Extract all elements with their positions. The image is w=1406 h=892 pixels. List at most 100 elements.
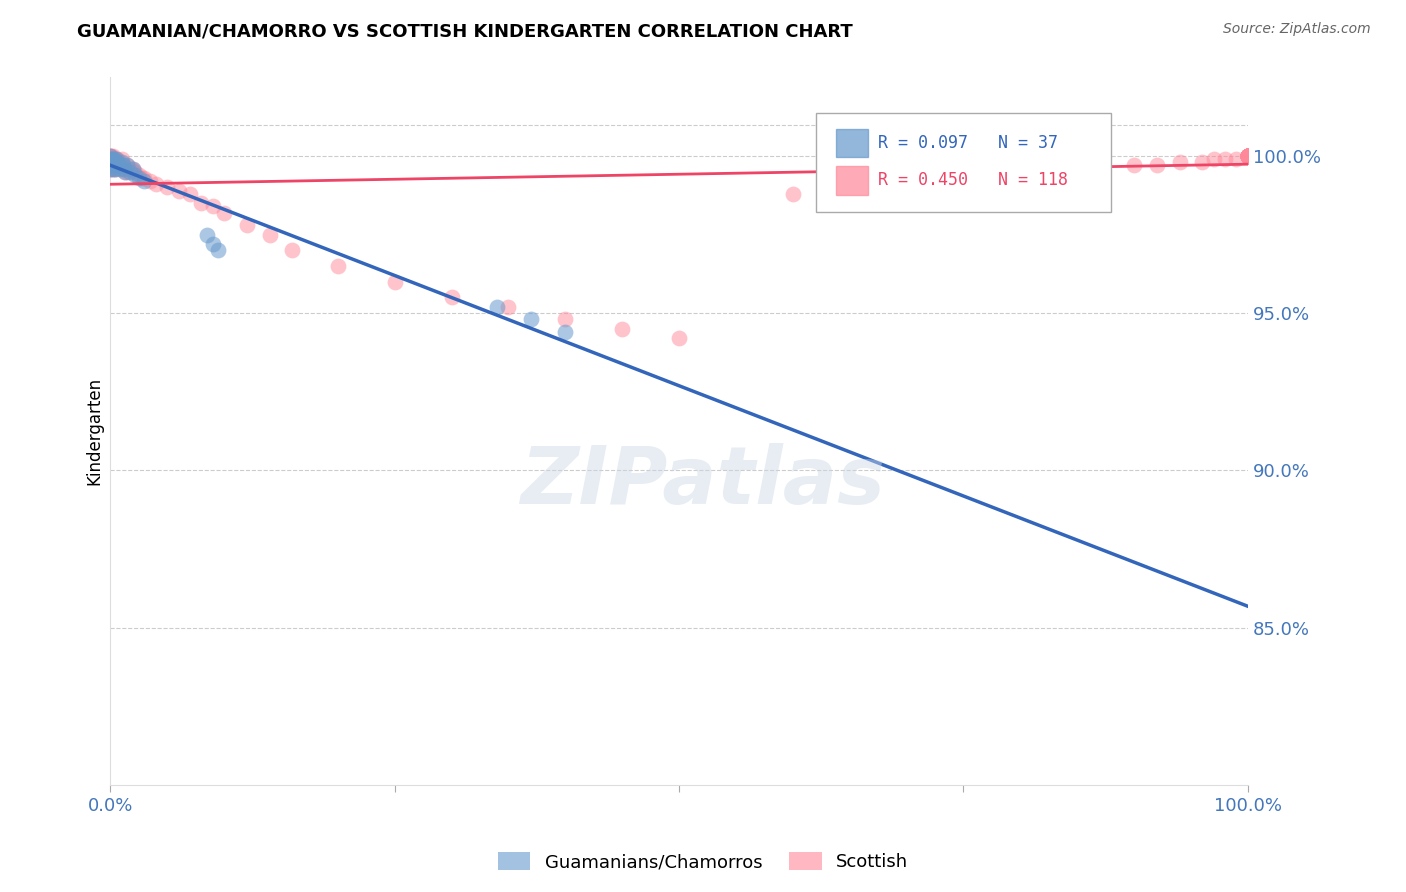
Point (1237, 149, 1260, 163)
Point (100, 149, 122, 163)
Point (134, 171, 156, 186)
Point (1237, 149, 1260, 163)
Point (1237, 149, 1260, 163)
Point (1237, 149, 1260, 163)
Point (1237, 149, 1260, 163)
Point (98, 149, 121, 163)
Point (1237, 149, 1260, 163)
Point (195, 227, 218, 242)
Point (1237, 149, 1260, 163)
Point (103, 158, 125, 172)
Point (201, 237, 224, 252)
Point (117, 165, 139, 179)
Y-axis label: Kindergarten: Kindergarten (86, 377, 103, 485)
Point (1066, 161, 1088, 176)
Point (100, 158, 122, 172)
Point (104, 152, 127, 166)
Point (110, 158, 132, 172)
Point (838, 184, 860, 198)
Point (1237, 149, 1260, 163)
Point (104, 161, 127, 176)
Point (1237, 149, 1260, 163)
Point (1237, 149, 1260, 163)
Point (1237, 149, 1260, 163)
Point (100, 155, 122, 169)
Point (101, 149, 124, 163)
Point (103, 152, 125, 166)
Point (1237, 149, 1260, 163)
Point (1225, 152, 1247, 166)
Point (498, 300, 520, 314)
Point (896, 180, 918, 194)
Point (281, 244, 304, 258)
Text: GUAMANIAN/CHAMORRO VS SCOTTISH KINDERGARTEN CORRELATION CHART: GUAMANIAN/CHAMORRO VS SCOTTISH KINDERGAR… (77, 22, 853, 40)
Point (1237, 149, 1260, 163)
Point (112, 161, 135, 176)
Point (111, 158, 134, 172)
Point (1237, 149, 1260, 163)
Point (212, 205, 235, 219)
Point (131, 171, 153, 186)
Point (122, 161, 145, 176)
Point (782, 186, 804, 201)
Point (101, 152, 124, 166)
Point (104, 155, 127, 169)
Point (111, 155, 134, 169)
Point (120, 161, 142, 176)
Point (520, 312, 543, 326)
Point (1010, 168, 1032, 182)
Point (114, 165, 136, 179)
Point (98, 158, 121, 172)
Point (100, 152, 122, 166)
Point (108, 158, 131, 172)
Point (100, 161, 122, 176)
Point (1237, 149, 1260, 163)
Point (101, 161, 124, 176)
Point (1237, 149, 1260, 163)
Point (1237, 149, 1260, 163)
Point (1237, 149, 1260, 163)
Point (1123, 158, 1146, 172)
Point (384, 275, 406, 289)
Point (100, 155, 122, 169)
Point (167, 184, 190, 198)
Text: R = 0.450   N = 118: R = 0.450 N = 118 (879, 171, 1069, 189)
Point (98, 149, 121, 163)
Point (104, 152, 127, 166)
Legend: Guamanians/Chamorros, Scottish: Guamanians/Chamorros, Scottish (491, 845, 915, 879)
Point (124, 165, 146, 179)
Point (139, 174, 162, 188)
Point (1237, 149, 1260, 163)
Point (98, 152, 121, 166)
Point (98, 149, 121, 163)
Point (1237, 149, 1260, 163)
Point (1213, 152, 1236, 166)
Point (110, 161, 132, 176)
Point (179, 186, 201, 201)
Point (1237, 149, 1260, 163)
Point (1237, 149, 1260, 163)
Point (1237, 149, 1260, 163)
Point (1237, 149, 1260, 163)
Point (1237, 149, 1260, 163)
Point (111, 152, 134, 166)
Point (98, 152, 121, 166)
Point (128, 168, 150, 182)
Point (111, 158, 134, 172)
Point (98, 155, 121, 169)
Point (134, 174, 156, 188)
Point (98, 161, 121, 176)
Point (100, 158, 122, 172)
Point (1237, 149, 1260, 163)
Point (112, 161, 135, 176)
Point (145, 178, 167, 192)
Text: Source: ZipAtlas.com: Source: ZipAtlas.com (1223, 22, 1371, 37)
Point (1237, 149, 1260, 163)
Point (103, 152, 125, 166)
Point (1237, 149, 1260, 163)
Point (1237, 149, 1260, 163)
Point (108, 155, 131, 169)
Point (124, 168, 146, 182)
Point (1237, 149, 1260, 163)
Point (1237, 149, 1260, 163)
